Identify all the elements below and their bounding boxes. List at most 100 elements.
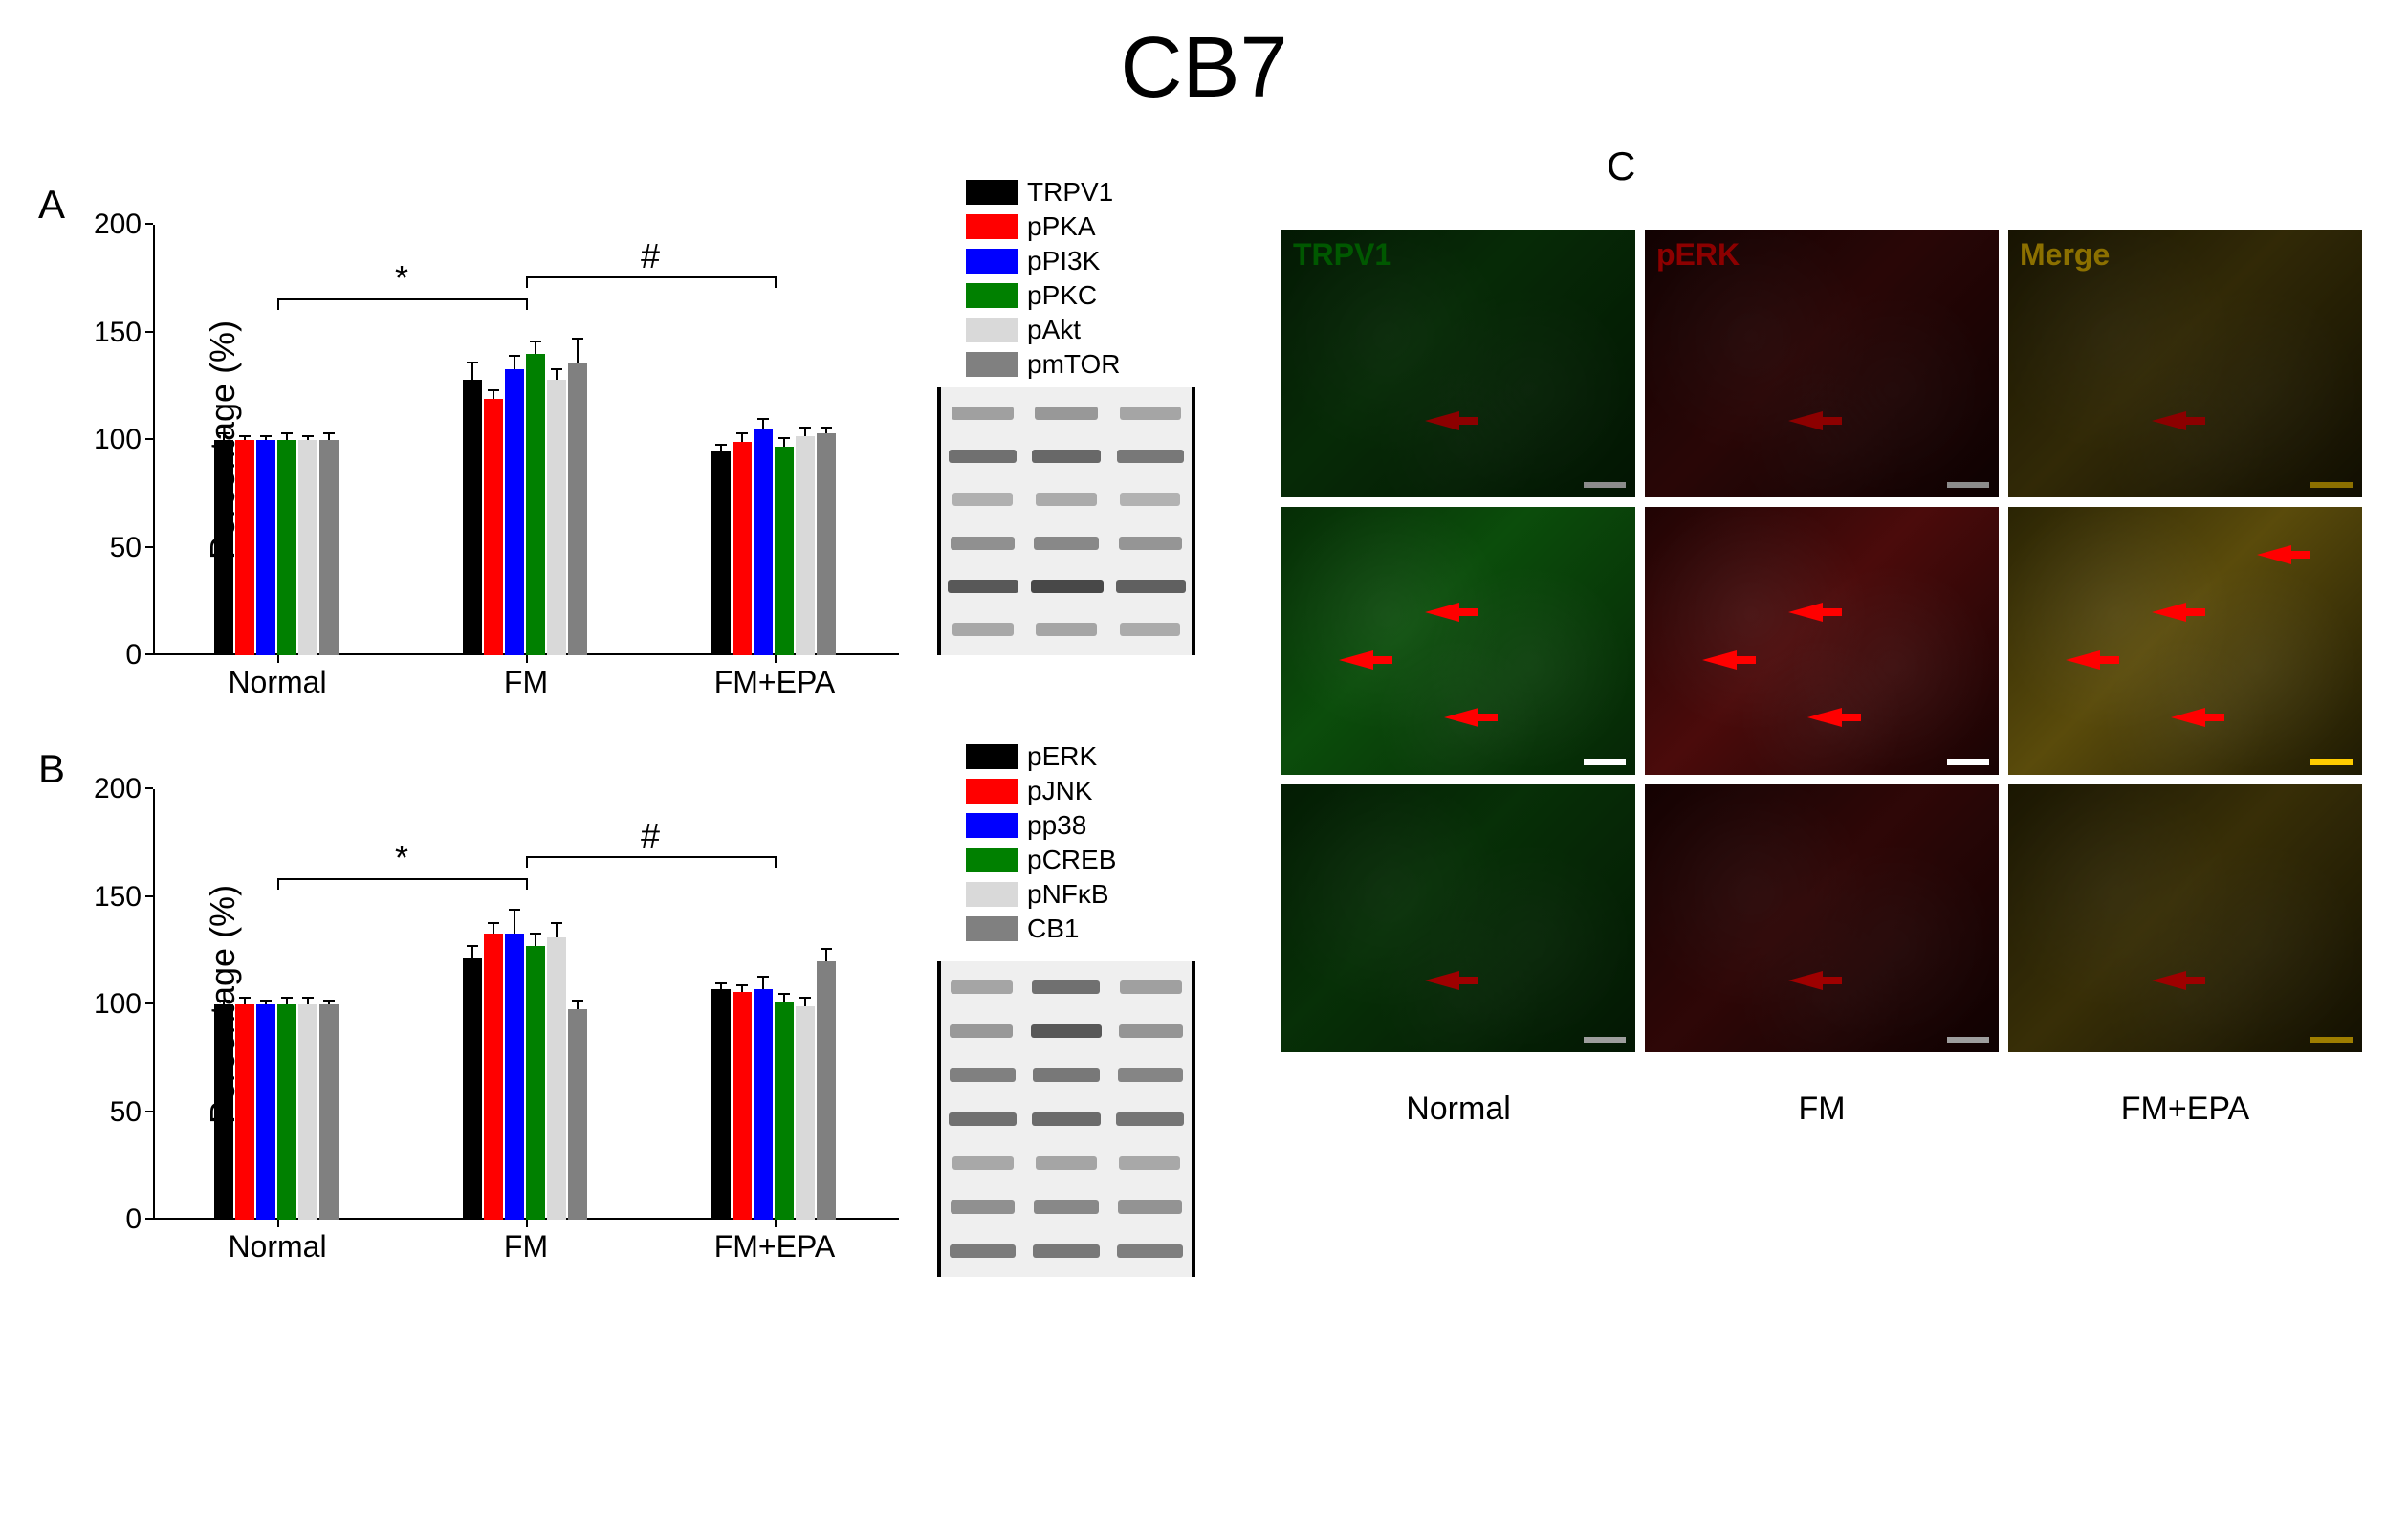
blot-band	[1036, 623, 1097, 636]
channel-label: pERK	[1656, 237, 1740, 273]
xtick-label: FM+EPA	[714, 665, 836, 700]
blot-band	[1031, 1024, 1102, 1038]
legend-text: TRPV1	[1027, 177, 1113, 208]
legend-text: pCREB	[1027, 845, 1116, 875]
blot-band	[1119, 1024, 1182, 1038]
arrow-icon	[2171, 708, 2205, 727]
ytick-label: 0	[125, 1203, 142, 1236]
scale-bar	[2310, 1037, 2353, 1043]
blot-band	[1032, 450, 1101, 463]
bar	[526, 354, 545, 655]
scale-bar	[1947, 1037, 1989, 1043]
legend-swatch	[966, 916, 1018, 941]
blot-band	[1120, 980, 1182, 994]
blot-band	[952, 493, 1013, 506]
xtick-label: FM	[504, 665, 548, 700]
bar	[775, 447, 794, 655]
figure-title: CB7	[1120, 19, 1287, 118]
significance-label: #	[641, 236, 660, 276]
arrow-icon	[1788, 603, 1823, 622]
bar	[733, 442, 752, 655]
bar	[463, 958, 482, 1221]
blot-band	[951, 537, 1015, 550]
western-blot-a	[937, 387, 1195, 655]
microscopy-image	[1281, 507, 1635, 775]
bar	[711, 989, 731, 1220]
significance-label: *	[395, 258, 408, 298]
bar	[277, 440, 296, 655]
legend-swatch	[966, 249, 1018, 274]
blot-row	[941, 521, 1192, 564]
blot-band	[1033, 1244, 1100, 1258]
bar	[277, 1004, 296, 1220]
blot-band	[1120, 623, 1181, 636]
blot-band	[1116, 1112, 1183, 1126]
microscopy-image: pERK	[1645, 230, 1999, 497]
legend-item: pJNK	[966, 776, 1116, 806]
bar	[547, 937, 566, 1220]
channel-label: TRPV1	[1293, 237, 1391, 273]
scale-bar	[2310, 760, 2353, 765]
arrow-icon	[1788, 971, 1823, 990]
blot-band	[1035, 407, 1098, 420]
xtick-label: FM	[504, 1229, 548, 1265]
blot-band	[1120, 407, 1181, 420]
blot-row	[941, 1009, 1192, 1053]
legend-item: pCREB	[966, 845, 1116, 875]
arrow-icon	[1702, 650, 1737, 670]
microscopy-image	[2008, 784, 2362, 1052]
legend-item: pNFκB	[966, 879, 1116, 910]
blot-band	[1036, 1156, 1097, 1170]
bar	[298, 440, 317, 655]
blot-band	[1034, 1200, 1099, 1214]
bar	[505, 934, 524, 1220]
legend-b: pERK pJNK pp38 pCREB pNFκB CB1	[966, 741, 1116, 948]
blot-band	[952, 407, 1014, 420]
legend-swatch	[966, 283, 1018, 308]
legend-item: pmTOR	[966, 349, 1121, 380]
ytick-label: 200	[94, 773, 142, 805]
blot-band	[1120, 493, 1180, 506]
blot-band	[948, 580, 1018, 593]
legend-text: pNFκB	[1027, 879, 1109, 910]
scale-bar	[1584, 482, 1626, 488]
blot-band	[1032, 1112, 1101, 1126]
legend-text: pERK	[1027, 741, 1097, 772]
scale-bar	[1947, 760, 1989, 765]
arrow-icon	[2152, 971, 2186, 990]
arrow-icon	[1425, 603, 1459, 622]
blot-band	[949, 450, 1017, 463]
arrow-icon	[1425, 411, 1459, 430]
blot-band	[952, 623, 1014, 636]
legend-text: pmTOR	[1027, 349, 1121, 380]
blot-band	[1118, 1068, 1183, 1082]
bar	[235, 1004, 254, 1220]
blot-row	[941, 608, 1192, 651]
arrow-icon	[1339, 650, 1373, 670]
ytick-label: 0	[125, 639, 142, 671]
scale-bar	[2310, 482, 2353, 488]
blot-band	[951, 1200, 1015, 1214]
legend-item: pp38	[966, 810, 1116, 841]
blot-row	[941, 391, 1192, 434]
blot-row	[941, 1053, 1192, 1097]
legend-text: CB1	[1027, 914, 1079, 944]
blot-band	[1116, 580, 1186, 593]
blot-band	[1036, 493, 1097, 506]
legend-text: pAkt	[1027, 315, 1081, 345]
legend-swatch	[966, 779, 1018, 804]
bar	[319, 440, 339, 655]
legend-swatch	[966, 180, 1018, 205]
chart-b: Percentage (%) 050100150200NormalFMFM+EP…	[153, 789, 899, 1220]
bar	[463, 380, 482, 655]
xtick-label: FM+EPA	[714, 1229, 836, 1265]
ytick-label: 50	[110, 1096, 142, 1129]
bar	[817, 433, 836, 655]
legend-swatch	[966, 318, 1018, 342]
channel-label: Merge	[2020, 237, 2110, 273]
blot-band	[1117, 1244, 1183, 1258]
bar	[733, 992, 752, 1221]
xtick-label: Normal	[228, 665, 326, 700]
microscopy-image	[2008, 507, 2362, 775]
bar	[235, 440, 254, 655]
